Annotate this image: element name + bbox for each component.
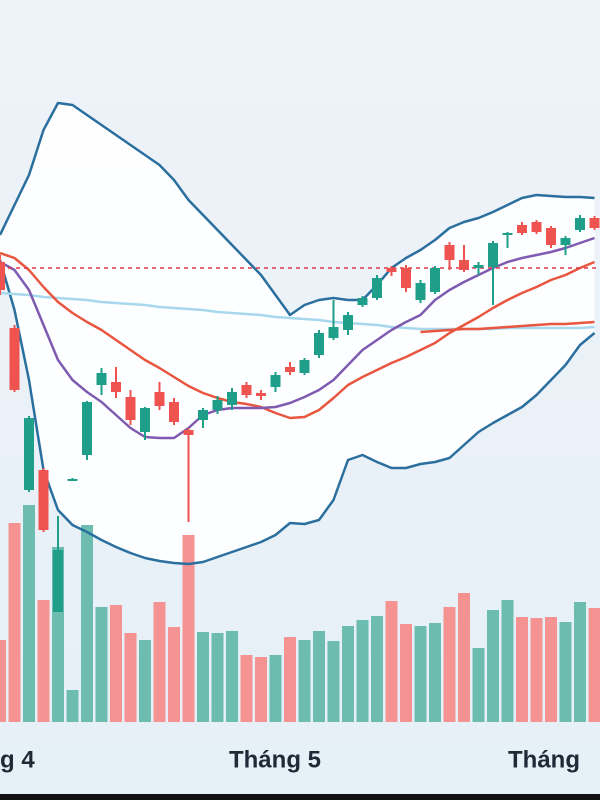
x-axis-label: g 4 (0, 746, 35, 773)
candle-body (546, 228, 556, 245)
volume-bar (385, 601, 398, 722)
candle-body (502, 233, 513, 235)
volume-bar (559, 622, 572, 722)
candle-body (154, 392, 165, 406)
volume-bar (284, 637, 296, 722)
volume-bar (516, 617, 528, 722)
volume-bar (226, 631, 238, 722)
candle-body (401, 268, 411, 288)
candle-body (343, 315, 353, 330)
candle-body (328, 327, 339, 338)
volume-bar (37, 600, 50, 722)
volume-bar (255, 657, 267, 722)
candle-body (140, 408, 150, 432)
volume-bar (110, 605, 122, 722)
volume-bar (197, 632, 209, 722)
candle-body (198, 410, 208, 420)
volume-bar (472, 648, 485, 722)
volume-bar (443, 607, 456, 722)
moving-average (0, 251, 595, 420)
candle-body (24, 418, 34, 490)
candle-body (517, 225, 527, 233)
volume-bar (429, 623, 441, 722)
volume-bar (8, 523, 21, 722)
candle-body (67, 479, 78, 481)
candle-body (53, 550, 63, 612)
candle-body (575, 218, 585, 230)
volume-bar (139, 640, 151, 722)
volume-bar (458, 593, 470, 722)
band-fill (0, 103, 595, 564)
candle-body (314, 333, 324, 355)
volume-bar (124, 633, 137, 722)
candle-body (256, 393, 266, 396)
volume-bar (168, 627, 180, 722)
volume-bar (327, 641, 340, 722)
candle-body (241, 385, 252, 395)
volume-bar (574, 602, 586, 722)
x-axis-label: Tháng (508, 746, 580, 773)
volume-bar (530, 618, 543, 722)
volume-bar (487, 610, 499, 722)
volume-bar (240, 655, 253, 722)
volume-bar (95, 607, 108, 722)
volume-bar (211, 633, 224, 722)
volume-bar (0, 640, 6, 722)
volume-bar (371, 616, 383, 722)
candle-body (96, 373, 107, 385)
candle-body (444, 245, 455, 260)
volume-bar (23, 505, 35, 722)
volume-bar (414, 626, 427, 722)
candle-body (473, 265, 484, 268)
candle-body (589, 218, 600, 228)
moving-average (420, 320, 595, 334)
candle-body (9, 328, 20, 390)
volume-bar (356, 620, 369, 722)
candle-body (212, 400, 223, 410)
candle-body (285, 367, 295, 372)
candle-body (270, 375, 281, 387)
volume-bar (182, 535, 195, 722)
candle-body (227, 392, 237, 405)
candle-body (0, 262, 5, 290)
volume-bar (501, 600, 514, 722)
volume-bar (66, 690, 79, 722)
volume-bar (298, 640, 311, 722)
candle-body (415, 283, 426, 300)
candle-body (357, 298, 368, 305)
candle-body (169, 402, 179, 422)
candle-body (299, 360, 310, 373)
volume-bar (269, 655, 282, 722)
candle-body (111, 382, 121, 392)
band-upper (0, 101, 595, 317)
candle-body (82, 402, 92, 455)
volume-bar (588, 608, 600, 722)
candle-body (531, 222, 542, 232)
candle-body (386, 268, 397, 272)
volume-bar (153, 602, 166, 722)
candle-body (372, 278, 382, 298)
band-lower (0, 259, 596, 566)
volume-bar (313, 631, 325, 722)
bottom-bar (0, 794, 600, 800)
candle-body (430, 268, 440, 292)
candle-body (459, 260, 469, 270)
x-axis-label: Tháng 5 (229, 746, 321, 773)
candle-body (183, 430, 194, 435)
candle-body (38, 470, 49, 530)
volume-bar (342, 626, 354, 722)
candle-body (560, 238, 571, 245)
volume-bar (400, 624, 412, 722)
candle-body (488, 243, 498, 267)
volume-bar (545, 617, 557, 722)
candle-body (125, 397, 136, 420)
volume-bar (81, 525, 93, 722)
